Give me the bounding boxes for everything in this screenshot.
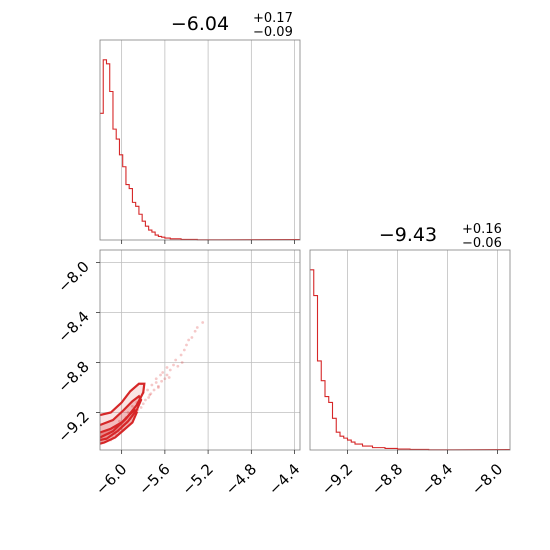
histogram-step-param1 [100, 59, 301, 241]
scatter-point [150, 383, 154, 387]
scatter-point [180, 361, 184, 364]
title-value-param2: −9.43 [379, 224, 437, 246]
histogram-title-param1: −6.04 [171, 13, 229, 35]
x-tick-label: −4.4 [265, 460, 303, 498]
histogram-ticks-param2: −9.2 −8.8 −8.4 −8.0 [318, 450, 506, 499]
x-tick-label: −8.0 [468, 460, 506, 498]
scatter-point [131, 404, 134, 408]
x-tick-label: −8.4 [418, 460, 456, 498]
scatter-point [147, 396, 151, 399]
histogram-title-param2: −9.43 [379, 224, 437, 246]
x-tick-label: −5.6 [135, 460, 173, 498]
density-frame [99, 249, 301, 451]
scatter-point [152, 388, 156, 392]
scatter-point [163, 377, 167, 381]
density-contours [100, 382, 146, 445]
title-value-param1: −6.04 [171, 13, 229, 35]
scatter-point [154, 381, 158, 384]
scatter-point [168, 368, 172, 372]
histogram-frame-param1 [99, 39, 301, 241]
x-tick-label: −9.2 [318, 460, 356, 498]
y-tick-label: −8.0 [54, 258, 92, 296]
scatter-point [190, 336, 194, 339]
scatter-point [165, 373, 169, 377]
histogram-grid-param1 [121, 40, 295, 240]
scatter-point [148, 393, 152, 397]
x-tick-label: −6.0 [92, 460, 130, 498]
scatter-point [156, 386, 160, 389]
scatter-point [161, 371, 165, 374]
scatter-point [201, 321, 205, 324]
scatter-point [193, 329, 197, 333]
density-panel: −6.0 −5.6 −5.2 −4.8 −4.4 −9.2 −8.8 −8.4 −8.0 [54, 249, 303, 499]
scatter-point [179, 353, 183, 357]
scatter-point [174, 358, 178, 362]
scatter-point [172, 363, 175, 367]
title-upper-param1: +0.17 [253, 11, 293, 26]
x-tick-label: −5.2 [178, 460, 216, 498]
histogram-frame-param2 [309, 249, 511, 451]
scatter-point [187, 338, 191, 342]
scatter-point [156, 384, 160, 388]
x-tick-label: −8.8 [368, 460, 406, 498]
y-tick-label: −8.4 [54, 308, 92, 346]
scatter-point [176, 364, 180, 368]
title-lower-param1: −0.09 [253, 25, 293, 40]
y-tick-label: −8.8 [54, 358, 92, 396]
scatter-point [118, 419, 121, 423]
scatter-point [160, 379, 164, 383]
scatter-point [149, 392, 153, 396]
scatter-point [126, 411, 130, 414]
density-contour [100, 382, 146, 439]
scatter-point [141, 402, 145, 406]
scatter-point [146, 388, 149, 392]
title-lower-param2: −0.06 [462, 236, 502, 251]
histogram-panel-param2: −9.2 −8.8 −8.4 −8.0 −9.43 +0.16 −0.06 [309, 222, 511, 499]
scatter-point [165, 366, 169, 369]
histogram-step-param2 [310, 269, 511, 451]
scatter-point [139, 406, 143, 409]
y-tick-label: −9.2 [54, 408, 92, 446]
scatter-point [167, 376, 171, 379]
title-upper-param2: +0.16 [462, 222, 502, 237]
scatter-point [182, 348, 186, 352]
scatter-point [154, 377, 158, 381]
density-contour [100, 394, 143, 442]
histogram-panel-param1: −6.04 +0.17 −0.09 [99, 11, 301, 244]
density-ticks: −6.0 −5.6 −5.2 −4.8 −4.4 −9.2 −8.8 −8.4 −8.0 [54, 258, 303, 499]
scatter-point [144, 398, 147, 402]
scatter-point [185, 343, 188, 347]
x-tick-label: −4.8 [222, 460, 260, 498]
scatter-point [159, 373, 162, 377]
scatter-point [195, 326, 199, 329]
histogram-grid-param2 [347, 250, 498, 450]
histogram-ticks-param1 [121, 240, 295, 244]
